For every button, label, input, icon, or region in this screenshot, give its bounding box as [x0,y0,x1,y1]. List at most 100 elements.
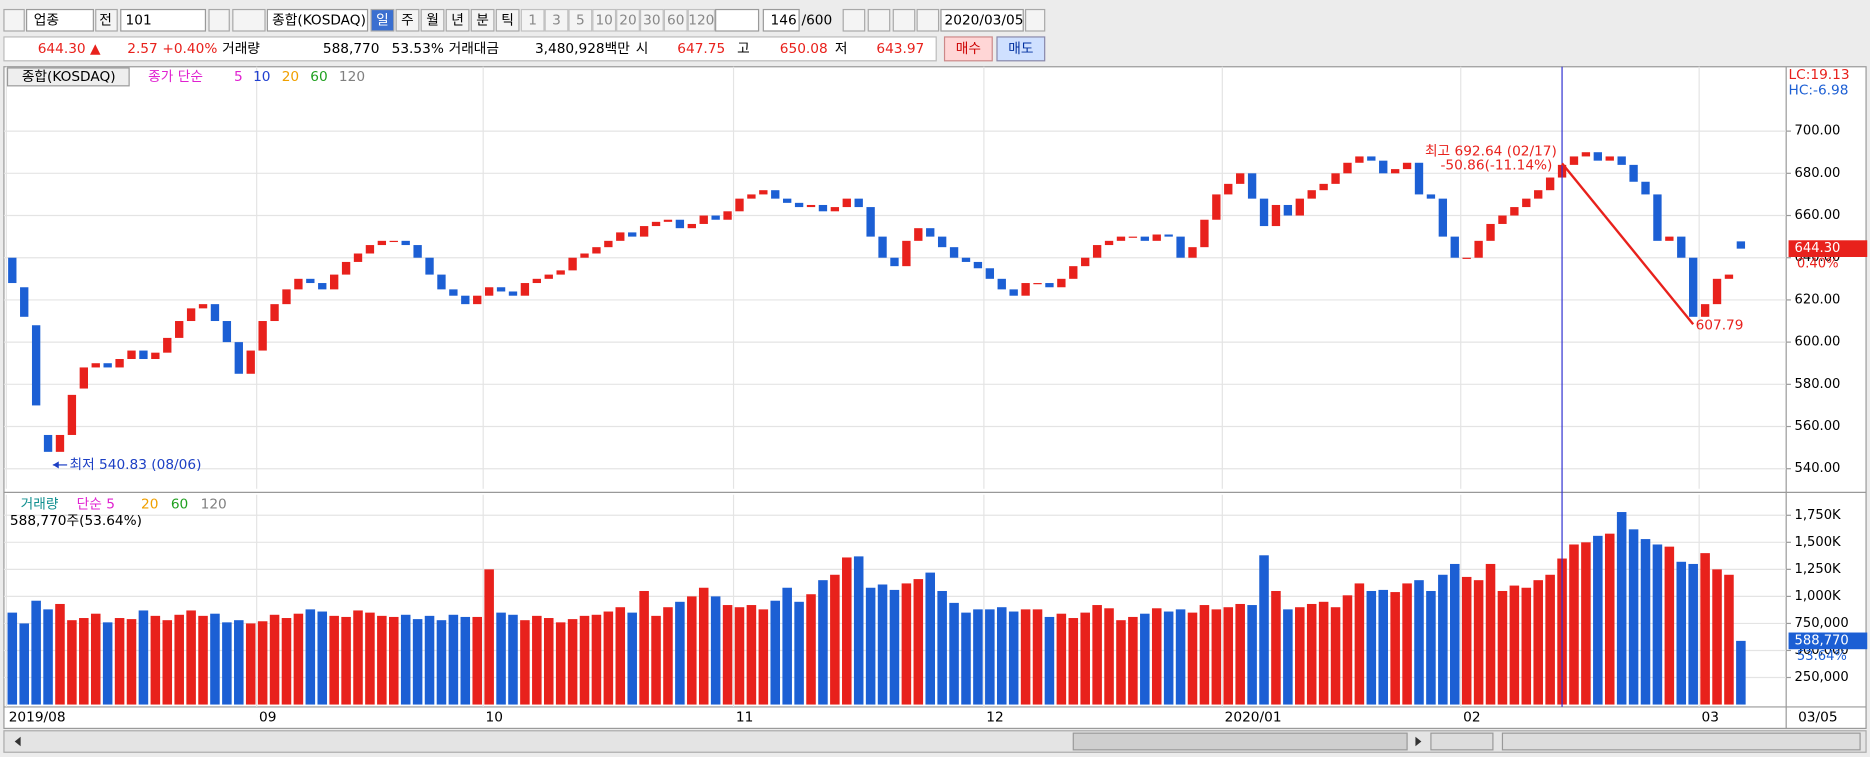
candle-body [198,304,208,309]
interval-button[interactable] [592,8,617,32]
scroll-thumb[interactable] [1072,732,1408,751]
tool-icon[interactable] [867,8,891,32]
volume-bar [853,556,864,705]
mode-button[interactable] [95,8,118,32]
interval-button[interactable] [616,8,640,32]
interval-button[interactable] [639,8,664,32]
period-button[interactable] [445,8,470,32]
code[interactable]: 101 [126,12,152,28]
y-tick-label: 580.00 [1795,377,1841,392]
candle-body [210,304,220,322]
candle-body [246,350,255,374]
calendar-icon[interactable] [1025,8,1046,32]
candle-body [1450,236,1459,258]
interval[interactable]: 10 [595,12,612,28]
volume-bar [150,615,161,705]
interval-button[interactable] [520,8,545,32]
count[interactable]: 146 [771,12,797,28]
interval[interactable]: 3 [552,12,561,28]
sell-button[interactable] [996,36,1046,62]
zoom-controls[interactable] [1501,732,1861,751]
code-input[interactable] [120,8,207,32]
candle-body [1629,164,1638,182]
volume-bar [877,584,888,705]
interval[interactable]: 30 [643,12,660,28]
volume-bar [1402,583,1412,705]
volume-bar [484,569,494,705]
sound-icon[interactable] [232,8,266,32]
period[interactable]: 주 [401,12,414,28]
volume-bar [1461,576,1472,705]
volume-bar [1449,563,1460,705]
volume-bar [1533,580,1543,705]
interval[interactable]: 5 [576,12,585,28]
volume-bar [317,611,328,705]
blank-combo[interactable] [715,8,760,32]
period-button[interactable] [370,8,395,32]
y-tick-label: 680.00 [1795,166,1841,181]
count-box[interactable] [762,8,800,32]
interval[interactable]: 60 [667,12,684,28]
menu-icon[interactable] [3,8,25,32]
mode[interactable]: 전 [99,12,112,28]
interval-button[interactable] [544,8,569,32]
volume-bar [1628,529,1639,705]
candle-body [1605,156,1614,161]
period[interactable]: 분 [476,12,489,28]
candle-body [508,291,518,296]
period[interactable]: 일 [376,12,389,28]
interval[interactable]: 20 [619,12,636,28]
index-name: 종합(KOSDAQ) [272,12,366,28]
candle-body [282,289,291,305]
volume-bar [1354,583,1365,705]
period[interactable]: 월 [426,12,439,28]
interval-button[interactable] [687,8,716,32]
playback-controls[interactable] [1430,732,1494,751]
volume-bar [1521,587,1532,705]
interval-button[interactable] [568,8,593,32]
candle-body [783,198,792,203]
period[interactable]: 년 [451,12,464,28]
volume-bar [818,580,828,705]
market[interactable]: 업종 [34,12,59,28]
candle-body [1104,240,1114,246]
market-combo[interactable] [26,8,94,32]
date[interactable]: 2020/03/05 [945,12,1024,28]
interval[interactable]: 120 [688,12,714,28]
period-button[interactable] [495,8,520,32]
sell[interactable]: 매도 [1008,41,1033,57]
last-volume: 588,770 [1795,633,1849,648]
candle-body [1152,234,1161,241]
low: 643.97 [876,41,924,57]
last-date: 03/05 [1798,710,1837,726]
volume-bar [961,612,971,705]
volume-bar [543,618,554,705]
candle-body [1069,266,1078,279]
volume-bar [269,614,280,705]
buy-button[interactable] [943,36,993,62]
search-icon[interactable] [208,8,230,32]
settings-icon[interactable] [916,8,940,32]
interval-button[interactable] [663,8,688,32]
scroll-right[interactable] [1415,736,1422,747]
volume-bar [198,615,208,705]
label: 시 [636,41,649,57]
candle-body [31,325,41,406]
volume-bar [210,613,220,705]
volume-bar [138,610,149,705]
candle-body [520,283,530,296]
candle-body [544,274,553,279]
period[interactable]: 틱 [501,12,514,28]
candle-body [866,207,875,237]
scroll-left[interactable] [14,736,21,747]
period-button[interactable] [395,8,420,32]
candle-body [401,240,410,246]
date-box[interactable] [940,8,1024,32]
buy[interactable]: 매수 [956,41,981,57]
period-button[interactable] [420,8,445,32]
save-icon[interactable] [892,8,916,32]
interval[interactable]: 1 [528,12,537,28]
ma-legend-item: 20 [282,69,299,85]
period-button[interactable] [470,8,495,32]
tool-icon[interactable] [842,8,866,32]
